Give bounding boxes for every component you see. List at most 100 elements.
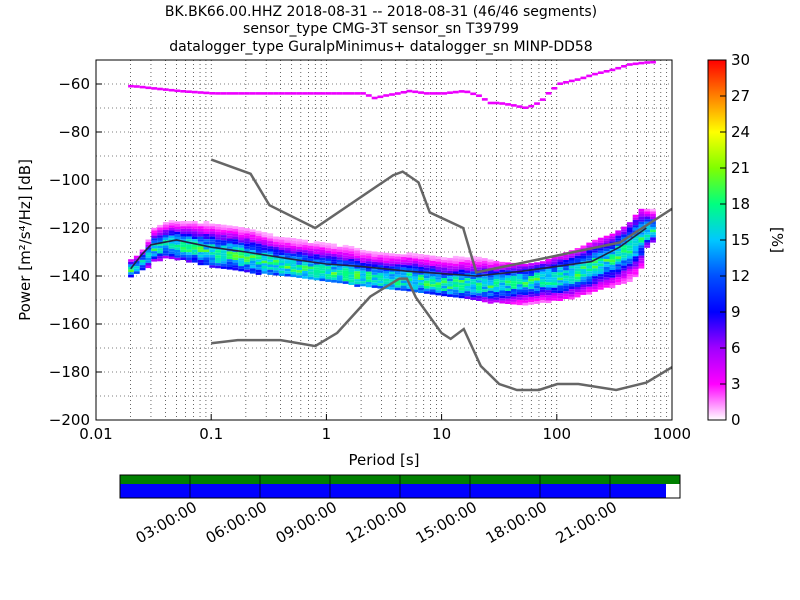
psd-cell xyxy=(545,297,552,301)
psd-cell xyxy=(313,269,320,273)
psd-cloud xyxy=(128,60,656,306)
psd-cell xyxy=(348,253,355,257)
psd-cell xyxy=(458,272,465,275)
psd-cell xyxy=(621,257,627,261)
psd-cell xyxy=(626,256,633,259)
psd-cell xyxy=(586,258,593,261)
psd-cell xyxy=(458,282,465,286)
psd-cell xyxy=(336,265,343,268)
band-cell xyxy=(371,96,378,100)
psd-cell xyxy=(621,244,627,248)
psd-cell xyxy=(592,281,598,284)
psd-cell xyxy=(487,290,494,294)
psd-cell xyxy=(441,265,448,268)
psd-cell xyxy=(580,284,587,288)
psd-cell xyxy=(528,286,535,290)
psd-cell xyxy=(568,252,575,256)
psd-cell xyxy=(284,237,291,241)
psd-cell xyxy=(464,283,471,286)
psd-cell xyxy=(452,263,459,267)
psd-cell xyxy=(447,294,453,297)
noise-model-line xyxy=(210,158,672,274)
psd-cell xyxy=(186,260,192,263)
psd-cell xyxy=(644,245,651,248)
psd-cell xyxy=(615,272,622,275)
psd-cell xyxy=(249,258,256,261)
psd-cell xyxy=(278,252,285,256)
psd-cell xyxy=(458,293,465,296)
psd-cell xyxy=(644,214,651,217)
psd-cell xyxy=(209,254,216,258)
band-cell xyxy=(325,92,332,95)
psd-cell xyxy=(574,253,581,256)
band-cell xyxy=(365,94,372,97)
psd-cell xyxy=(238,266,245,269)
psd-cell xyxy=(406,262,413,266)
psd-cell xyxy=(197,257,204,260)
psd-cell xyxy=(157,245,163,249)
psd-cell xyxy=(197,239,204,242)
timeline-blue-bar xyxy=(120,484,666,498)
psd-cell xyxy=(632,251,639,254)
psd-cell xyxy=(168,240,175,244)
psd-cell xyxy=(574,261,581,264)
psd-cell xyxy=(516,263,523,267)
psd-cell xyxy=(510,288,517,292)
psd-cell xyxy=(273,249,279,253)
psd-cell xyxy=(539,274,546,277)
psd-cell xyxy=(168,222,175,226)
psd-cell xyxy=(215,263,221,266)
psd-cell xyxy=(220,263,227,267)
psd-cell xyxy=(319,257,326,261)
psd-cell xyxy=(244,235,250,239)
psd-cell xyxy=(226,259,233,262)
psd-cell xyxy=(209,260,216,263)
psd-cell xyxy=(586,281,593,285)
psd-cell xyxy=(487,262,494,265)
psd-cell xyxy=(476,298,482,301)
psd-cell xyxy=(220,266,227,269)
psd-cell xyxy=(197,260,204,263)
psd-cell xyxy=(203,262,210,266)
psd-cell xyxy=(650,221,656,225)
band-cell xyxy=(539,98,546,101)
psd-cell xyxy=(354,281,361,285)
psd-cell xyxy=(325,250,332,254)
psd-cell xyxy=(522,297,529,301)
psd-cell xyxy=(574,255,581,259)
psd-cell xyxy=(365,271,372,275)
psd-cell xyxy=(226,246,233,249)
psd-cell xyxy=(354,268,361,272)
psd-cell xyxy=(168,230,175,234)
psd-cell xyxy=(180,254,187,258)
psd-cell xyxy=(151,240,158,244)
psd-cell xyxy=(470,292,477,295)
psd-cell xyxy=(522,302,529,306)
psd-cell xyxy=(522,266,529,270)
psd-cell xyxy=(603,269,610,273)
psd-cell xyxy=(603,277,610,280)
psd-cell xyxy=(354,260,361,264)
psd-cell xyxy=(278,270,285,274)
psd-cell xyxy=(528,299,535,303)
psd-cell xyxy=(186,247,192,250)
psd-cell xyxy=(389,276,395,280)
psd-cell xyxy=(423,283,430,286)
psd-cell xyxy=(180,226,187,229)
psd-cell xyxy=(586,273,593,277)
psd-cell xyxy=(545,284,552,288)
psd-cell xyxy=(435,256,442,259)
psd-cell xyxy=(348,248,355,252)
psd-cell xyxy=(574,258,581,261)
psd-cell xyxy=(244,243,250,247)
psd-cell xyxy=(278,242,285,245)
psd-cell xyxy=(452,274,459,277)
band-cell xyxy=(476,94,482,97)
psd-cell xyxy=(522,274,529,277)
psd-cell xyxy=(557,267,564,270)
band-cell xyxy=(290,92,297,95)
psd-cell xyxy=(592,263,598,266)
psd-cell xyxy=(406,257,413,261)
psd-cell xyxy=(354,250,361,254)
psd-cell xyxy=(336,246,343,250)
